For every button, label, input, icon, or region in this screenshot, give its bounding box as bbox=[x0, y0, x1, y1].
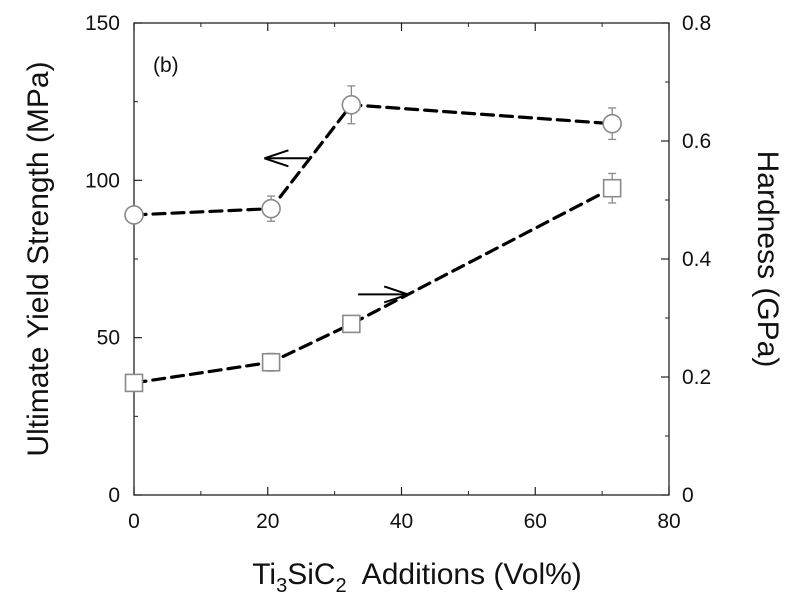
y-left-tick-label: 100 bbox=[85, 169, 120, 192]
left-axis-arrow-head bbox=[264, 149, 289, 160]
axis-ticks bbox=[133, 22, 670, 496]
series-line-left bbox=[132, 103, 614, 217]
y-right-tick-label: 0.6 bbox=[682, 130, 711, 153]
y-axis-right-title: Hardness (GPa) bbox=[751, 151, 784, 368]
series-line-right bbox=[132, 186, 614, 385]
data-point-square bbox=[124, 373, 144, 393]
right-axis-arrow-head bbox=[383, 285, 409, 296]
x-axis-title-sub1: 3 bbox=[276, 575, 287, 597]
x-axis-title: Ti3SiC2 Additions (Vol%) bbox=[252, 558, 582, 597]
x-tick-label: 20 bbox=[256, 510, 279, 533]
y-right-tick-label: 0.2 bbox=[682, 366, 711, 389]
x-axis-title-suffix: Additions (Vol%) bbox=[347, 558, 582, 591]
right-axis-arrow-head bbox=[383, 293, 409, 304]
data-point-square bbox=[261, 352, 281, 372]
y-right-tick-label: 0.4 bbox=[682, 248, 712, 271]
y-axis-left-title: Ultimate Yield Strength (MPa) bbox=[22, 61, 55, 456]
arrow-layer bbox=[264, 149, 409, 304]
x-tick-label: 0 bbox=[128, 510, 140, 533]
y-left-tick-label: 50 bbox=[97, 327, 120, 350]
x-tick-label: 60 bbox=[524, 510, 547, 533]
data-point-square bbox=[342, 314, 361, 334]
y-right-tick-label: 0.8 bbox=[682, 12, 711, 35]
panel-label: (b) bbox=[153, 54, 179, 77]
data-point-circle bbox=[341, 95, 362, 115]
y-left-tick-label: 150 bbox=[85, 12, 120, 35]
x-axis-title-mid: SiC bbox=[287, 558, 335, 591]
x-axis-title-prefix: Ti bbox=[252, 558, 276, 591]
data-point-circle bbox=[602, 113, 622, 134]
series-layer bbox=[124, 85, 622, 393]
x-tick-label: 40 bbox=[390, 510, 413, 533]
data-point-circle bbox=[124, 205, 144, 225]
y-right-tick-label: 0 bbox=[682, 484, 694, 507]
data-point-circle bbox=[261, 198, 281, 219]
x-tick-label: 80 bbox=[657, 510, 680, 533]
y-left-tick-label: 0 bbox=[108, 484, 120, 507]
plot-frame bbox=[133, 22, 670, 496]
data-point-square bbox=[602, 178, 622, 198]
left-axis-arrow-head bbox=[264, 157, 289, 168]
x-axis-title-sub2: 2 bbox=[336, 575, 347, 597]
